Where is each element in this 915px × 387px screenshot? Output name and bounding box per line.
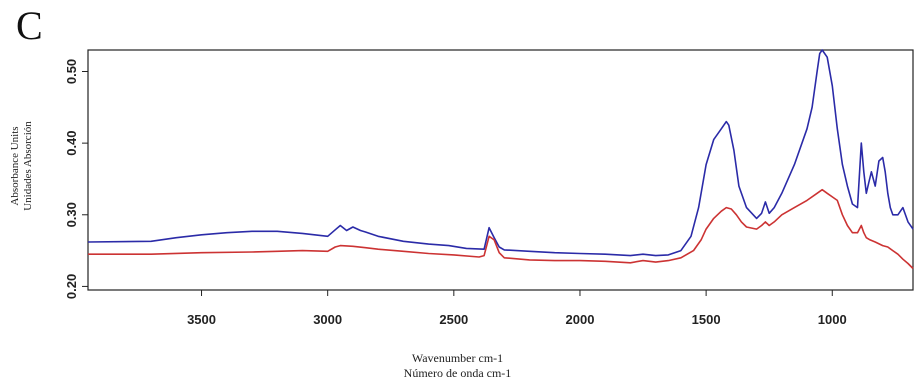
y-tick-label: 0.20 [64, 274, 79, 299]
series-line-0 [87, 49, 914, 257]
x-axis-label-secondary: Número de onda cm-1 [403, 366, 512, 380]
y-axis-label: Absorbance Units [9, 126, 21, 206]
x-tick-label: 3500 [187, 312, 216, 327]
x-tick-label: 3000 [313, 312, 342, 327]
x-tick-label: 1500 [692, 312, 721, 327]
x-tick-label: 2000 [566, 312, 595, 327]
y-tick-label: 0.50 [64, 59, 79, 84]
series-line-1 [88, 188, 914, 270]
series-layer [87, 49, 914, 270]
y-axis: 0.20 0.30 0.40 0.50 [64, 59, 88, 299]
plot-frame [87, 49, 914, 291]
x-tick-label: 2500 [439, 312, 468, 327]
x-tick-label: 1000 [818, 312, 847, 327]
x-axis-label: Wavenumber cm-1 [411, 351, 504, 365]
panel-label: C [16, 3, 43, 48]
x-axis: 3500 3000 2500 2000 1500 1000 [187, 290, 847, 327]
y-axis-label-secondary: Unidades Absorción [22, 121, 34, 211]
y-tick-label: 0.40 [64, 130, 79, 155]
y-tick-label: 0.30 [64, 202, 79, 227]
